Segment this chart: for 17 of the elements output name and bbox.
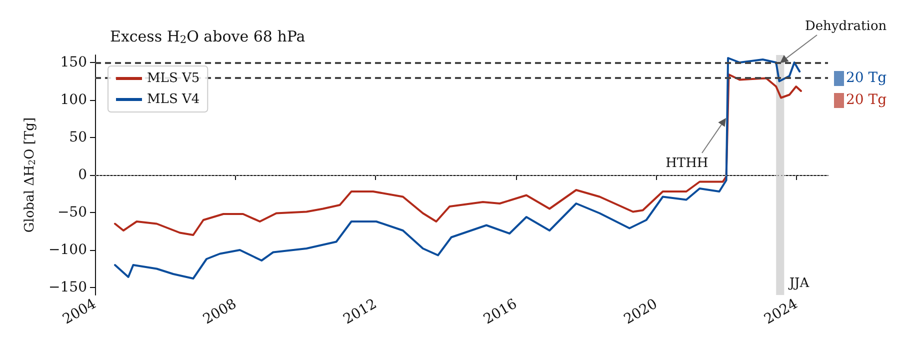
y-tick-label: 100 <box>60 92 87 108</box>
legend-label: MLS V5 <box>147 71 200 86</box>
band-label: JJA <box>787 276 810 291</box>
y-tick-label: 0 <box>78 167 87 183</box>
annotation: HTHH <box>666 156 708 172</box>
text: 20 Tg <box>846 91 887 109</box>
legend-label: MLS V4 <box>147 92 200 107</box>
y-tick-label: 50 <box>69 130 87 146</box>
y-axis-title: Global ΔH2O [Tg] <box>22 117 38 233</box>
y-tick-label: −50 <box>57 204 87 220</box>
line-series <box>114 57 801 280</box>
line-series <box>114 74 802 236</box>
y-tick-label: −100 <box>48 242 87 258</box>
text: 20 Tg <box>846 69 887 87</box>
annotation: Dehydration <box>804 18 887 34</box>
y-tick-label: 150 <box>60 54 87 70</box>
y-tick-label: −150 <box>48 280 87 296</box>
